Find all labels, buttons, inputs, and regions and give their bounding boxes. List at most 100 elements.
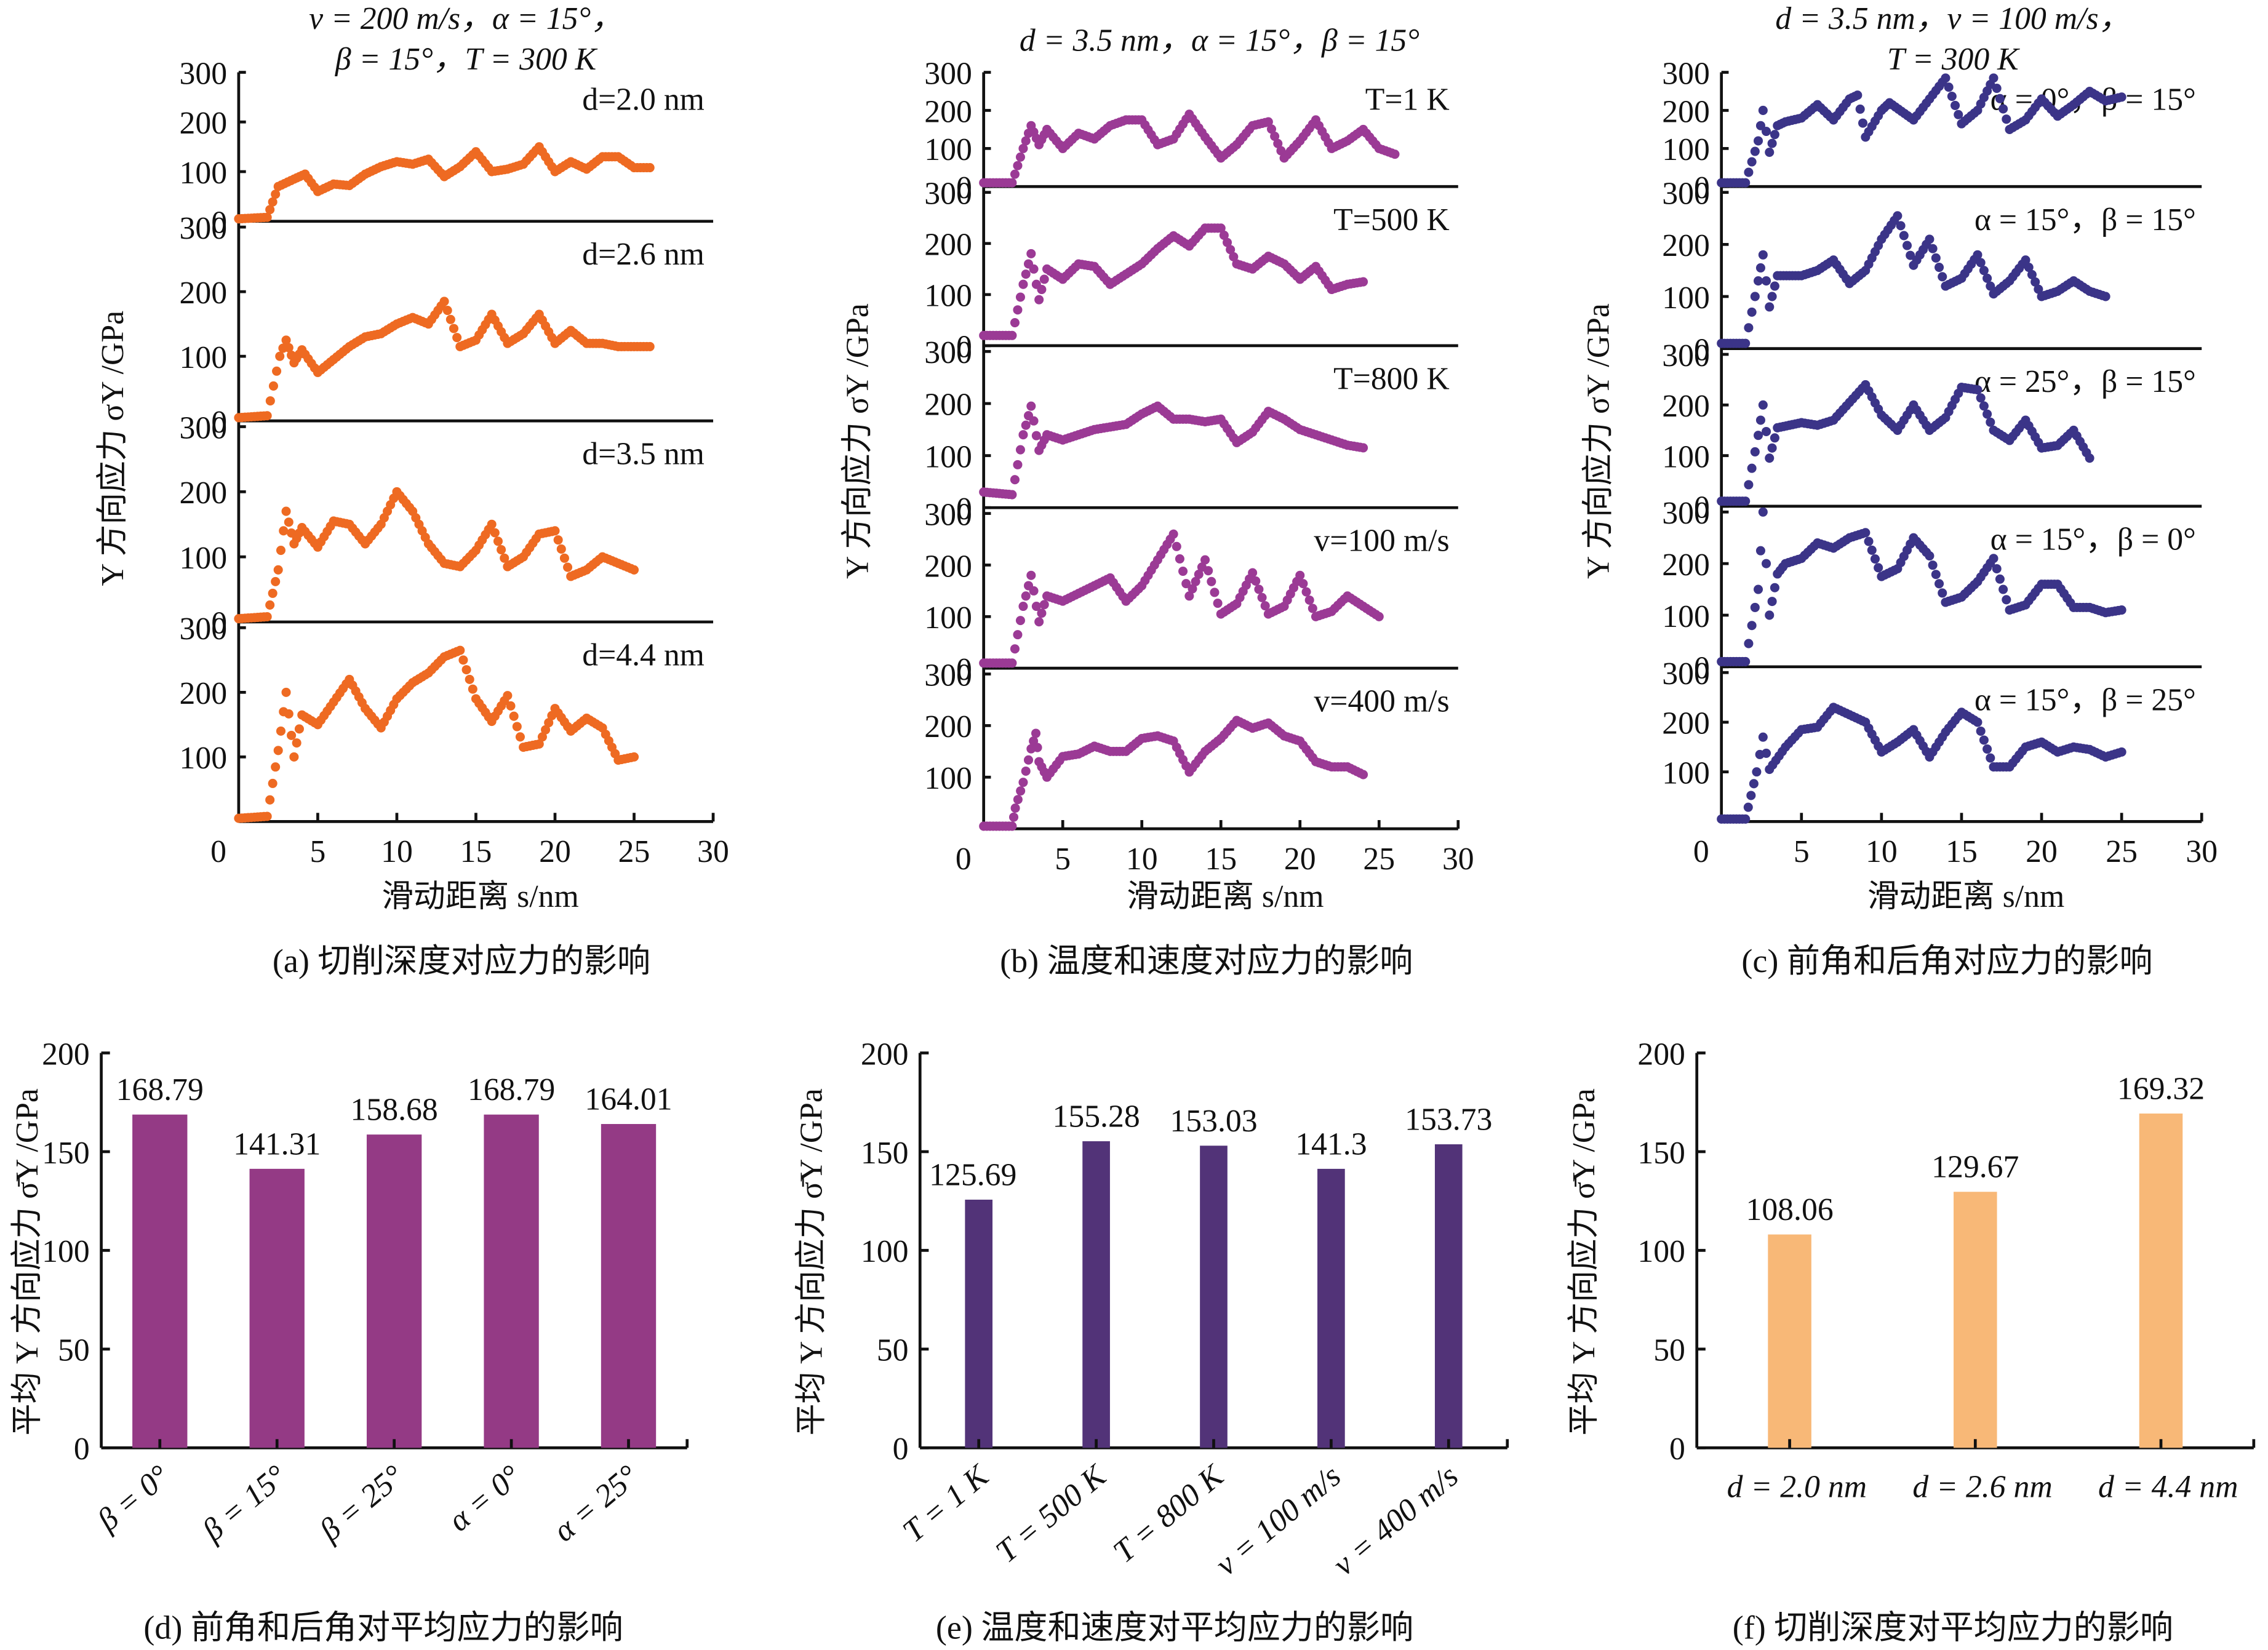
data-point	[1770, 433, 1779, 443]
data-point	[468, 684, 477, 694]
chart-a: v = 200 m/s，α = 15°，β = 15°，T = 300 K010…	[95, 1, 729, 979]
data-point	[272, 366, 282, 376]
data-point	[1770, 583, 1779, 592]
data-point	[452, 333, 462, 343]
data-point	[1010, 169, 1020, 179]
chart-f: 0 50 100 150 200 108.06 d = 2.0 nm 129.67 d = 2.…	[1567, 1037, 2256, 1646]
bar-value-label: 155.28	[1052, 1099, 1140, 1134]
data-point	[1747, 621, 1757, 631]
subplot-1: 0 100 200 300 T=500 K	[924, 176, 1458, 365]
data-point	[265, 795, 275, 805]
data-point	[276, 726, 285, 736]
series-label: d=2.6 nm	[582, 237, 705, 272]
y-tick-label: 300	[1662, 338, 1710, 373]
data-point	[1979, 266, 1989, 276]
data-point	[1359, 277, 1368, 287]
bar	[1200, 1146, 1228, 1448]
data-point	[271, 189, 281, 199]
data-point	[2030, 277, 2040, 287]
data-point	[1178, 566, 1188, 576]
series-label: α = 15°，β = 15°	[1975, 202, 2196, 237]
bar-value-label: 141.3	[1295, 1126, 1367, 1162]
data-point	[461, 665, 471, 675]
data-point	[1853, 90, 1863, 100]
y-tick-label: 100	[1662, 439, 1710, 474]
bar	[1434, 1144, 1463, 1448]
data-point	[1928, 560, 1938, 570]
x-tick-label: 10	[1866, 834, 1898, 869]
data-point	[493, 536, 503, 546]
data-point	[284, 343, 293, 353]
data-point	[1755, 121, 1765, 130]
subplot-1: 0 100 200 300 d=2.6 nm	[180, 211, 714, 440]
bar	[601, 1124, 657, 1448]
data-point	[1181, 579, 1191, 589]
data-point	[563, 562, 573, 572]
data-point	[2034, 284, 2043, 294]
data-point	[553, 535, 563, 545]
data-point	[289, 752, 299, 762]
data-point	[1754, 584, 1763, 594]
y-axis-label: 平均 Y 方向应力 σ̄Y /GPa	[794, 1088, 829, 1435]
y-tick-label: 200	[180, 106, 228, 141]
data-point	[1951, 100, 1960, 110]
data-point	[1986, 417, 1995, 427]
bar-value-label: 168.79	[468, 1072, 555, 1107]
data-point	[550, 526, 560, 536]
data-point	[268, 778, 278, 788]
data-point	[465, 674, 474, 684]
subplot-3: 100 200 300 d=4.4 nm	[180, 612, 714, 823]
data-point	[1194, 570, 1204, 580]
data-point	[1931, 253, 1941, 263]
y-tick-label: 0	[1694, 170, 1710, 205]
y-tick-label: 100	[861, 1234, 909, 1269]
panel-caption: (f) 切削深度对平均应力的影响	[1733, 1609, 2173, 1646]
x-tick-label: 20	[539, 834, 571, 869]
data-point	[1219, 230, 1229, 240]
data-point	[1188, 584, 1197, 594]
x-tick-label: β = 25°	[313, 1459, 410, 1548]
data-point	[262, 411, 272, 421]
y-tick-label: 300	[180, 410, 228, 445]
data-point	[1973, 717, 1983, 727]
y-axis-label: Y 方向应力 σY /GPa	[95, 311, 130, 586]
data-point	[1018, 279, 1028, 289]
x-tick-label: 15	[460, 834, 492, 869]
y-tick-label: 100	[1637, 1234, 1685, 1269]
y-tick-label: 200	[924, 388, 972, 423]
data-point	[1184, 591, 1194, 601]
data-point	[1867, 545, 1877, 555]
data-point	[1207, 576, 1216, 586]
y-tick-label: 100	[180, 741, 228, 776]
data-point	[265, 205, 275, 215]
data-point	[273, 565, 283, 575]
data-point	[1758, 250, 1768, 260]
data-point	[1855, 104, 1865, 114]
y-tick-label: 100	[924, 279, 972, 314]
x-tick-label: d = 2.6 nm	[1912, 1469, 2052, 1504]
bar	[965, 1199, 993, 1448]
data-point	[1762, 748, 1771, 758]
data-point	[1741, 178, 1751, 188]
series-label: T=1 K	[1365, 82, 1450, 118]
x-tick-label: 30	[1442, 842, 1474, 877]
x-tick-label: 0	[210, 834, 226, 869]
data-point	[1925, 234, 1935, 244]
x-tick-label: 20	[1284, 842, 1316, 877]
data-point	[281, 506, 291, 516]
y-tick-label: 100	[1662, 755, 1710, 791]
data-point	[1935, 579, 1944, 589]
data-point	[1007, 178, 1017, 188]
y-tick-label: 200	[1662, 94, 1710, 129]
chart-b: d = 3.5 nm，α = 15°，β = 15°0100200300T=1 …	[841, 23, 1474, 979]
data-point	[1010, 317, 1020, 328]
y-tick-label: 0	[1669, 1432, 1685, 1467]
data-point	[1741, 656, 1751, 666]
data-point	[1037, 284, 1047, 295]
x-tick-label: 10	[1126, 842, 1158, 877]
data-point	[1755, 415, 1765, 425]
y-tick-label: 150	[861, 1136, 909, 1171]
data-point	[1273, 138, 1283, 148]
panel-header: β = 15°，T = 300 K	[335, 42, 598, 77]
data-point	[1754, 136, 1763, 146]
